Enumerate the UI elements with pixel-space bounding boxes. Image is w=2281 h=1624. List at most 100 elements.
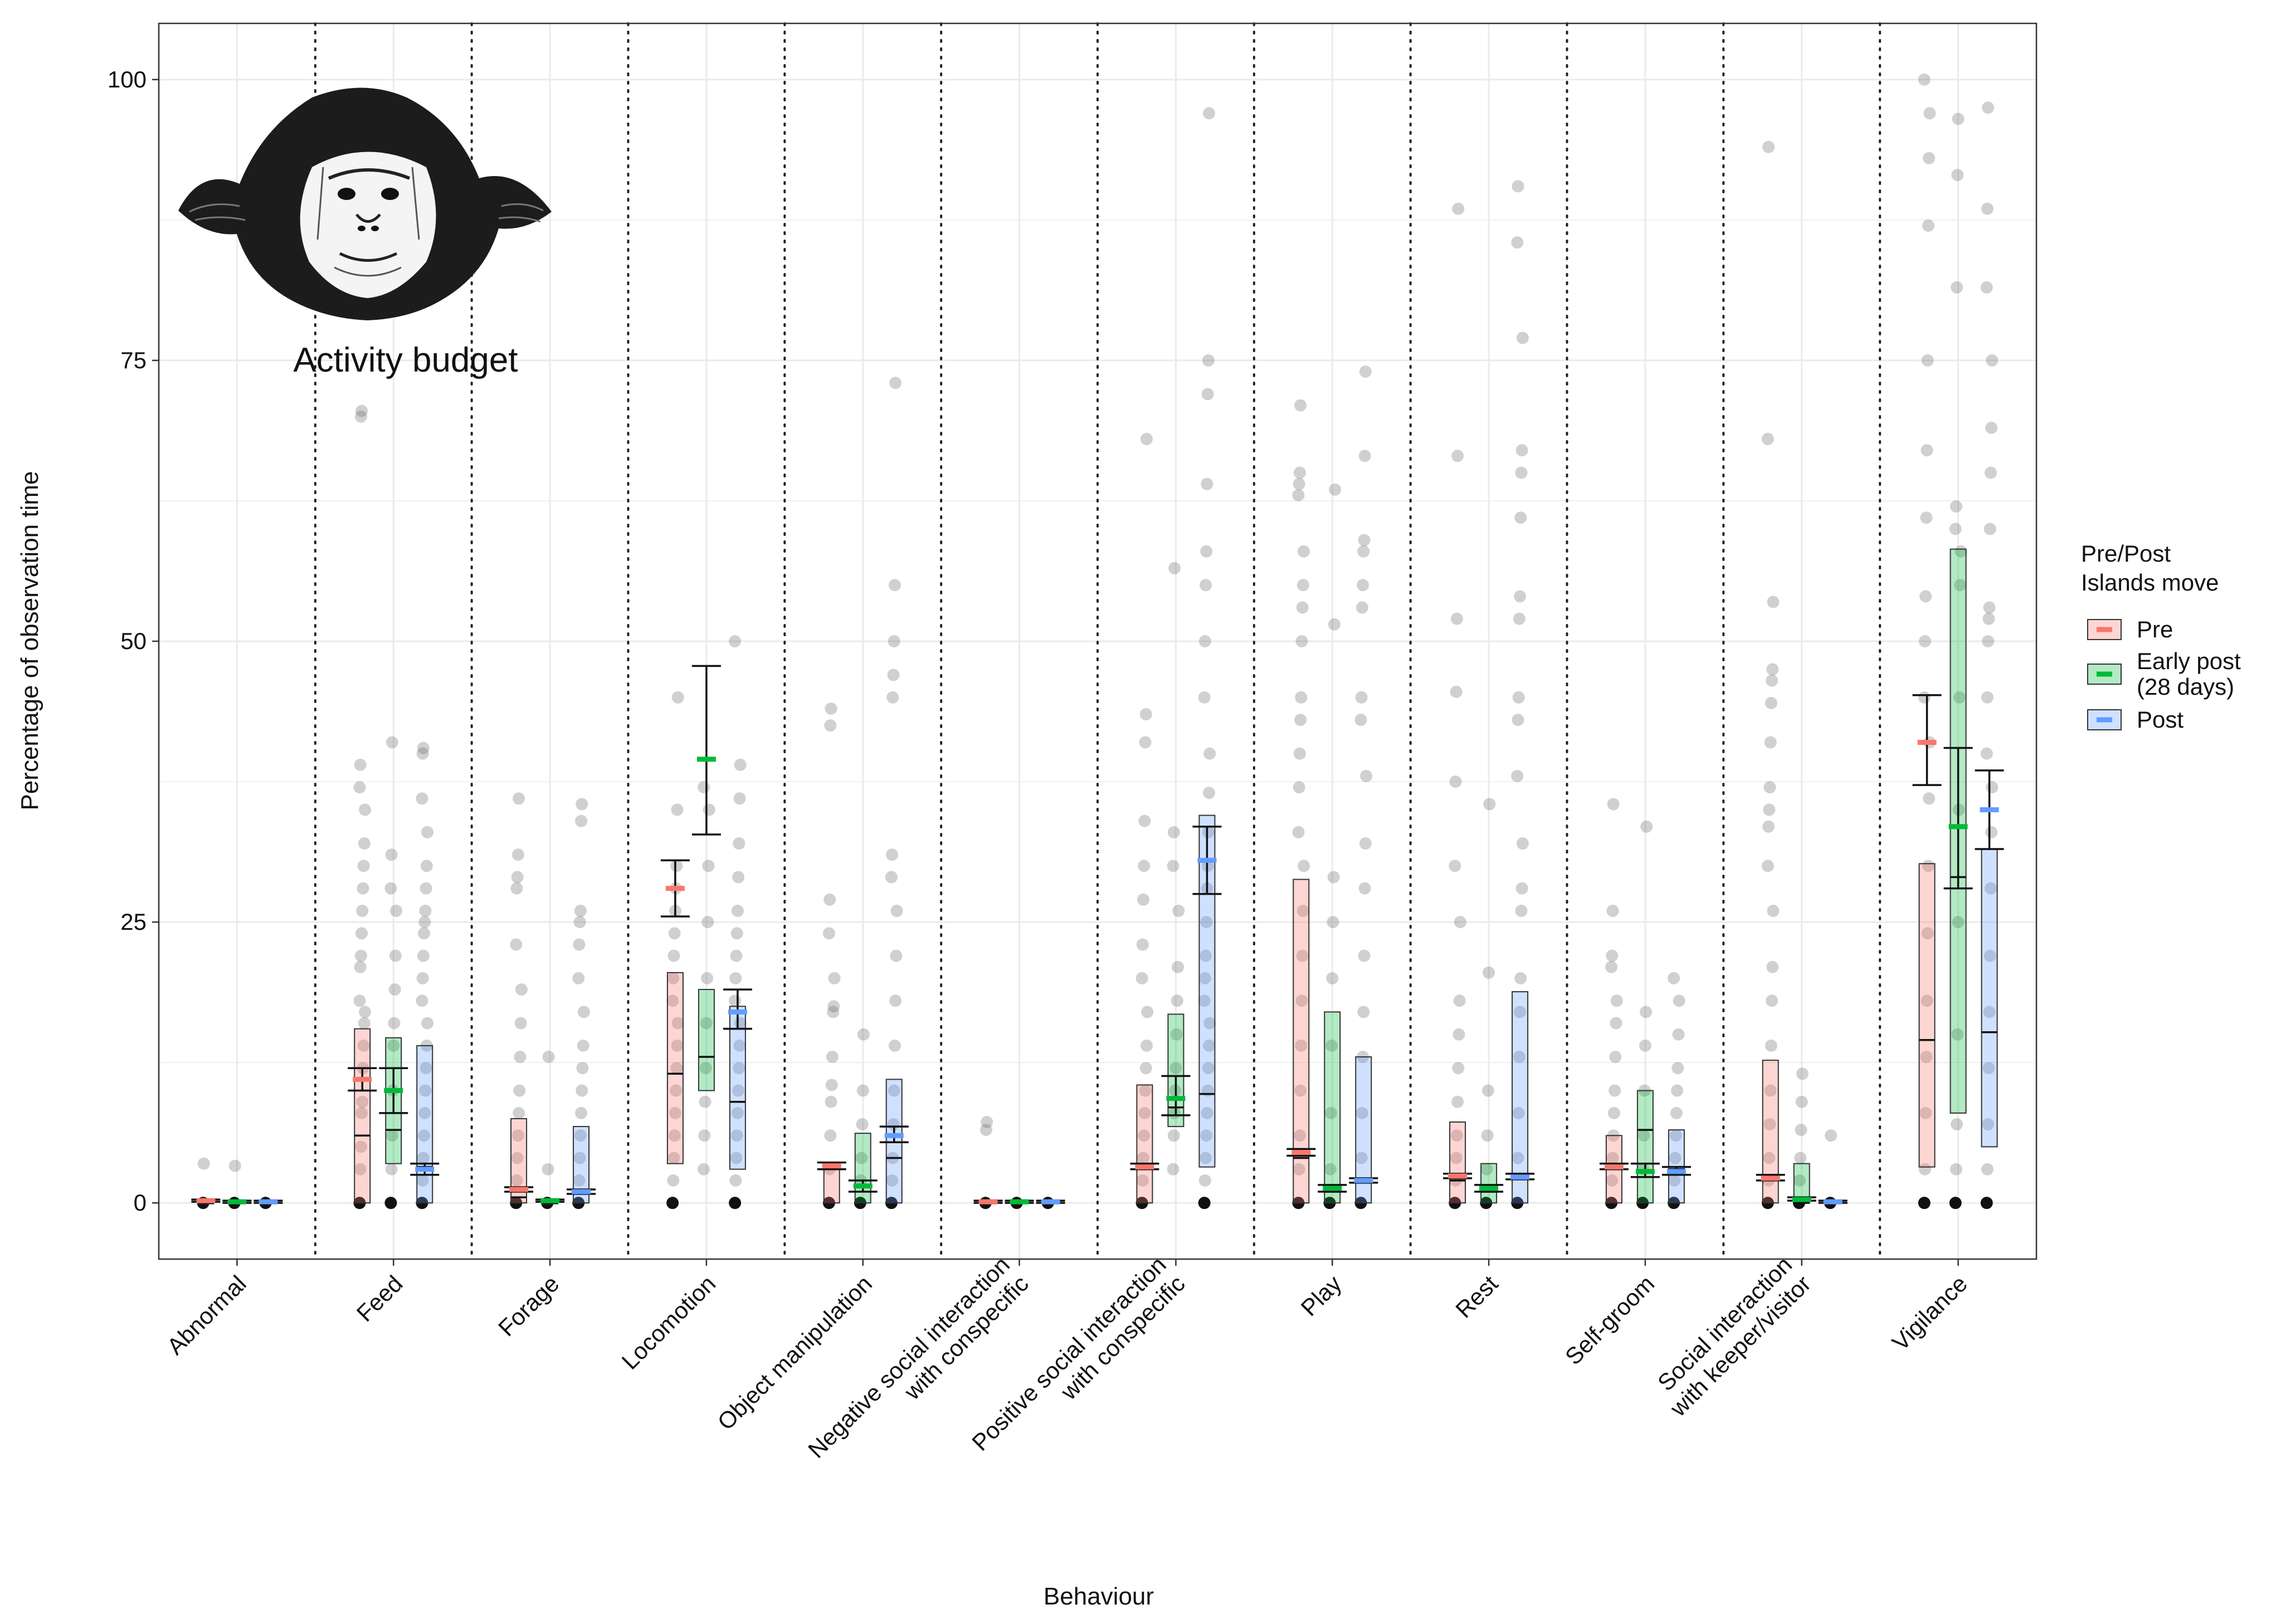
data-point xyxy=(354,410,367,423)
data-point xyxy=(1923,107,1936,120)
data-point xyxy=(1135,972,1148,984)
y-axis: 0 25 50 75 100 xyxy=(108,66,159,1216)
data-point xyxy=(667,1152,680,1164)
data-point xyxy=(417,742,430,754)
data-point xyxy=(357,860,370,872)
data-point xyxy=(1795,1095,1808,1108)
data-point xyxy=(826,1051,839,1064)
data-point xyxy=(419,1084,432,1097)
data-point xyxy=(1481,1084,1494,1097)
data-point xyxy=(1761,433,1774,446)
data-point xyxy=(384,1197,397,1210)
data-point xyxy=(1480,1163,1493,1176)
data-point xyxy=(1982,101,1995,114)
data-point xyxy=(1324,1106,1337,1119)
y-tick-label: 50 xyxy=(120,628,147,654)
data-point xyxy=(511,1152,524,1164)
y-tick-label: 75 xyxy=(120,347,147,373)
data-point xyxy=(824,1129,837,1142)
data-point xyxy=(1172,904,1185,917)
data-point xyxy=(1951,1118,1963,1131)
data-point xyxy=(358,1017,371,1030)
data-point xyxy=(667,1174,680,1187)
data-point xyxy=(671,803,684,816)
data-point xyxy=(1610,1017,1622,1030)
data-point xyxy=(1293,466,1306,479)
data-point xyxy=(1949,523,1962,535)
data-point xyxy=(1980,281,1993,294)
data-point xyxy=(1763,1152,1776,1164)
data-point xyxy=(1452,1062,1465,1075)
data-point xyxy=(1167,1163,1180,1176)
data-point xyxy=(197,1157,210,1170)
data-point xyxy=(701,916,714,929)
data-point xyxy=(1949,1197,1962,1210)
data-point xyxy=(510,1174,523,1187)
y-axis-title: Percentage of observation time xyxy=(16,471,43,810)
data-point xyxy=(1202,826,1215,838)
data-point xyxy=(1762,140,1775,153)
data-point xyxy=(1920,1051,1933,1064)
data-point xyxy=(1984,882,1997,895)
data-point xyxy=(670,1084,683,1097)
data-point xyxy=(1169,1062,1182,1075)
data-point xyxy=(1605,960,1618,973)
data-point xyxy=(1610,994,1623,1007)
data-point xyxy=(355,1106,368,1119)
data-point xyxy=(1794,1152,1807,1164)
data-point xyxy=(825,1079,838,1091)
data-point xyxy=(1609,1084,1621,1097)
inset-title: Activity budget xyxy=(293,341,518,379)
data-point xyxy=(1198,1197,1211,1210)
data-point xyxy=(888,579,901,592)
data-point xyxy=(1137,893,1150,906)
data-point xyxy=(357,1039,370,1052)
data-point xyxy=(1921,927,1934,940)
data-point xyxy=(1295,691,1308,704)
x-axis-title: Behaviour xyxy=(1044,1583,1154,1610)
data-point xyxy=(1825,1129,1838,1142)
data-point xyxy=(1357,579,1369,592)
data-point xyxy=(729,1174,742,1187)
data-point xyxy=(389,949,402,962)
data-point xyxy=(1668,1174,1681,1187)
data-point xyxy=(1355,691,1368,704)
data-point xyxy=(385,1163,398,1176)
data-point xyxy=(353,781,366,794)
data-point xyxy=(1514,590,1527,603)
data-point xyxy=(1293,1129,1306,1142)
data-point xyxy=(1637,1129,1650,1142)
data-point xyxy=(358,837,371,850)
data-point xyxy=(729,972,742,984)
data-point xyxy=(698,1163,710,1176)
data-point xyxy=(511,848,524,861)
data-point xyxy=(1137,1152,1150,1164)
data-point xyxy=(1982,1118,1995,1131)
data-point xyxy=(733,1062,745,1075)
data-point xyxy=(387,1039,400,1052)
data-point xyxy=(1450,1152,1463,1164)
data-point xyxy=(828,972,841,984)
data-point xyxy=(1203,1017,1216,1030)
data-point xyxy=(1296,601,1309,614)
data-point xyxy=(418,1106,431,1119)
y-tick-label: 0 xyxy=(134,1189,147,1216)
data-point xyxy=(1514,511,1527,524)
data-point xyxy=(1297,904,1309,917)
data-point xyxy=(729,635,742,647)
data-point xyxy=(386,736,398,749)
data-point xyxy=(1198,994,1211,1007)
data-point xyxy=(515,983,528,996)
data-point xyxy=(1512,1152,1524,1164)
data-point xyxy=(385,848,398,861)
data-point xyxy=(1606,1174,1619,1187)
data-point xyxy=(1671,1062,1684,1075)
data-point xyxy=(1514,972,1527,984)
data-point xyxy=(730,1152,743,1164)
legend-title: Islands move xyxy=(2081,569,2219,596)
data-point xyxy=(732,871,745,884)
data-point xyxy=(889,377,902,389)
data-point xyxy=(1451,450,1464,462)
